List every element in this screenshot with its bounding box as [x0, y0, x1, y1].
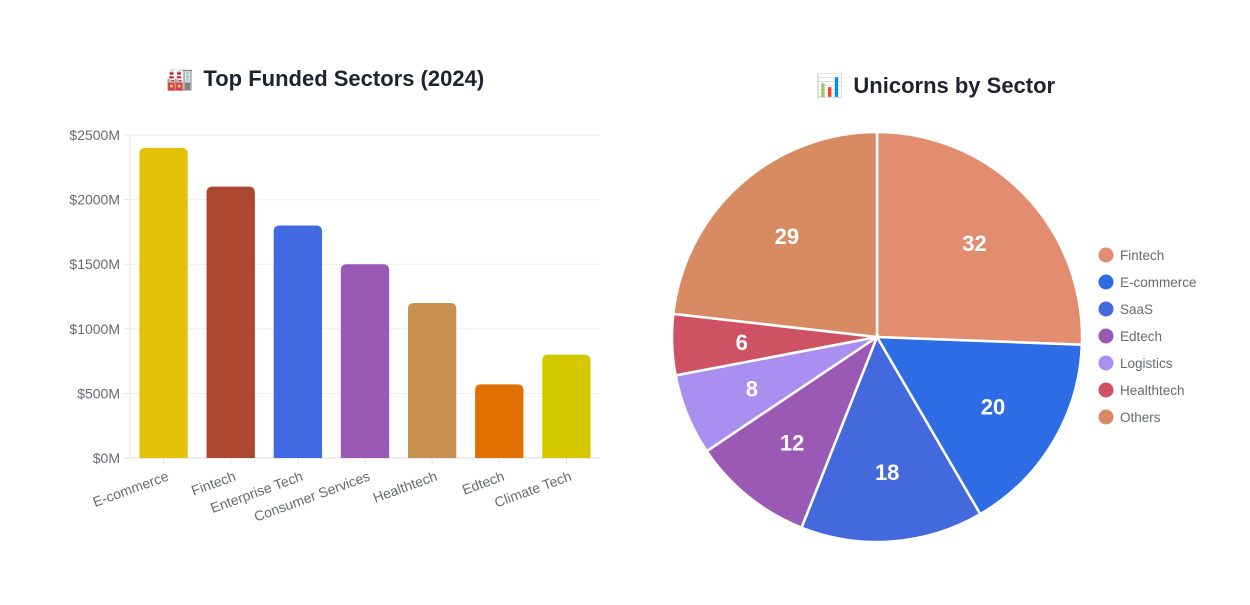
bar — [273, 225, 323, 458]
slice-value-label: 18 — [875, 460, 899, 485]
y-tick-label: $2500M — [69, 127, 120, 143]
bar — [206, 186, 255, 458]
unicorns-title: 📊 Unicorns by Sector — [816, 73, 1055, 99]
slice-value-label: 20 — [981, 395, 1005, 420]
bar — [542, 354, 591, 458]
bar — [340, 264, 390, 458]
legend-swatch — [1098, 355, 1114, 371]
slice-value-label: 8 — [746, 376, 758, 401]
legend-swatch — [1098, 409, 1114, 425]
bar — [407, 302, 457, 458]
slice-value-label: 12 — [780, 430, 804, 455]
legend-label: Healthtech — [1120, 383, 1185, 398]
slice-value-label: 6 — [736, 330, 748, 355]
pie-slice — [874, 335, 1084, 516]
legend-swatch — [1098, 247, 1114, 263]
bar — [139, 147, 188, 459]
pie-slice — [671, 130, 879, 339]
pie-slice — [875, 130, 1084, 347]
y-tick-label: $1500M — [69, 256, 120, 272]
legend-label: SaaS — [1120, 302, 1153, 317]
legend-swatch — [1098, 274, 1114, 290]
y-tick-label: $2000M — [69, 192, 120, 208]
pie-slice — [704, 333, 880, 530]
unicorns-title-text: Unicorns by Sector — [853, 73, 1056, 98]
x-category-label: Climate Tech — [492, 468, 573, 511]
slice-value-label: 29 — [775, 224, 799, 249]
funded-sectors-panel: 🏭 Top Funded Sectors (2024) $0M $500M $100… — [69, 66, 600, 525]
legend-label: Others — [1120, 410, 1161, 425]
x-category-label: Consumer Services — [252, 468, 372, 525]
funded-sectors-bar-chart: $0M $500M $1000M $1500M $2000M $2500M E-commer… — [69, 127, 600, 525]
funded-sectors-title: 🏭 Top Funded Sectors (2024) — [166, 66, 484, 92]
x-category-label: E-commerce — [91, 468, 171, 510]
y-tick-label: $500M — [77, 385, 120, 401]
unicorns-panel: 📊 Unicorns by Sector 32 20 18 12 8 6 29 Fintech… — [640, 0, 1250, 600]
unicorns-pie-chart: 32 20 18 12 8 6 29 Fintech E-commerce SaaS Edtech L… — [670, 130, 1197, 544]
y-tick-label: $1000M — [69, 321, 120, 337]
funded-sectors-title-text: Top Funded Sectors (2024) — [203, 66, 485, 91]
legend-swatch — [1098, 328, 1114, 344]
bar-chart-icon: 📊 — [816, 73, 844, 98]
legend-swatch — [1098, 301, 1114, 317]
slice-value-label: 32 — [962, 231, 986, 256]
factory-icon: 🏭 — [166, 66, 194, 91]
legend-label: E-commerce — [1120, 275, 1197, 290]
legend-label: Edtech — [1120, 329, 1162, 344]
legend-swatch — [1098, 382, 1114, 398]
legend-label: Logistics — [1120, 356, 1173, 371]
pie-slice — [799, 334, 982, 544]
x-category-label: Healthtech — [371, 468, 439, 506]
legend-label: Fintech — [1120, 248, 1164, 263]
bar — [475, 384, 524, 458]
y-tick-label: $0M — [93, 450, 120, 466]
